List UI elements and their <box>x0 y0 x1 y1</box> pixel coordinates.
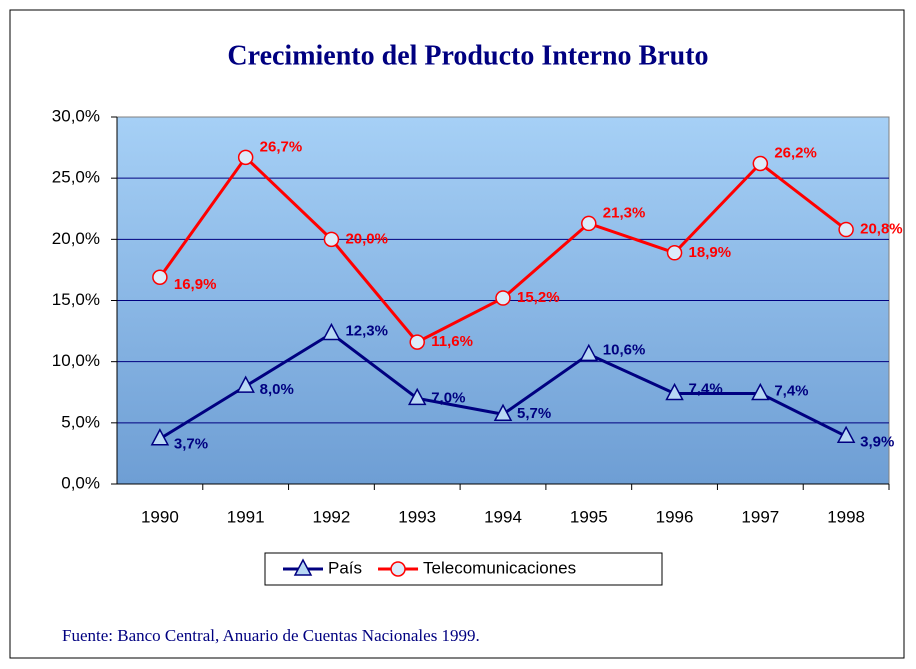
data-label: 7,4% <box>774 382 808 399</box>
marker <box>390 561 406 577</box>
source-note: Fuente: Banco Central, Anuario de Cuenta… <box>62 626 480 645</box>
marker <box>836 425 856 444</box>
data-label: 10,6% <box>603 341 646 358</box>
marker <box>751 382 770 401</box>
marker <box>665 382 684 401</box>
data-label: 7,4% <box>689 380 723 397</box>
marker <box>752 155 769 172</box>
x-tick-label: 1994 <box>484 507 522 526</box>
y-tick-label: 20,0% <box>52 229 100 248</box>
y-tick-label: 25,0% <box>52 168 100 187</box>
marker <box>150 428 170 446</box>
data-label: 3,9% <box>860 433 894 450</box>
marker <box>495 290 511 306</box>
marker <box>323 231 340 248</box>
data-label: 3,7% <box>174 436 208 453</box>
data-label: 21,3% <box>603 204 646 221</box>
x-tick-label: 1991 <box>227 507 265 526</box>
data-label: 5,7% <box>517 405 551 422</box>
x-tick-label: 1995 <box>570 507 608 526</box>
marker <box>293 558 313 576</box>
marker <box>581 215 597 232</box>
marker <box>152 269 168 286</box>
data-label: 8,0% <box>260 381 294 398</box>
marker <box>237 149 254 166</box>
chart-title: Crecimiento del Producto Interno Bruto <box>227 40 708 71</box>
data-label: 18,9% <box>689 244 732 261</box>
marker <box>493 403 513 422</box>
marker <box>666 245 683 261</box>
legend-label: Telecomunicaciones <box>423 558 576 577</box>
x-tick-label: 1997 <box>741 507 779 526</box>
data-label: 15,2% <box>517 289 560 306</box>
marker <box>322 322 341 341</box>
data-label: 26,2% <box>774 144 817 161</box>
legend-label: País <box>328 558 362 577</box>
marker <box>409 334 425 350</box>
marker <box>579 343 599 362</box>
data-label: 7,0% <box>431 389 465 406</box>
x-tick-label: 1992 <box>313 507 351 526</box>
x-tick-label: 1998 <box>827 507 865 526</box>
data-label: 20,8% <box>860 221 903 238</box>
x-tick-label: 1996 <box>656 507 694 526</box>
y-tick-label: 5,0% <box>61 412 100 431</box>
y-tick-label: 10,0% <box>52 351 100 370</box>
y-tick-label: 30,0% <box>52 106 100 125</box>
y-tick-label: 0,0% <box>61 473 100 492</box>
x-tick-label: 1990 <box>141 507 179 526</box>
data-label: 16,9% <box>174 276 217 293</box>
data-label: 20,0% <box>345 230 388 247</box>
marker <box>236 375 255 393</box>
data-label: 26,7% <box>260 138 303 155</box>
y-tick-label: 15,0% <box>52 290 100 309</box>
data-label: 12,3% <box>345 322 388 339</box>
data-label: 11,6% <box>431 333 473 350</box>
marker <box>407 387 427 406</box>
x-tick-label: 1993 <box>398 507 436 526</box>
marker <box>838 221 854 238</box>
legend <box>264 552 663 586</box>
